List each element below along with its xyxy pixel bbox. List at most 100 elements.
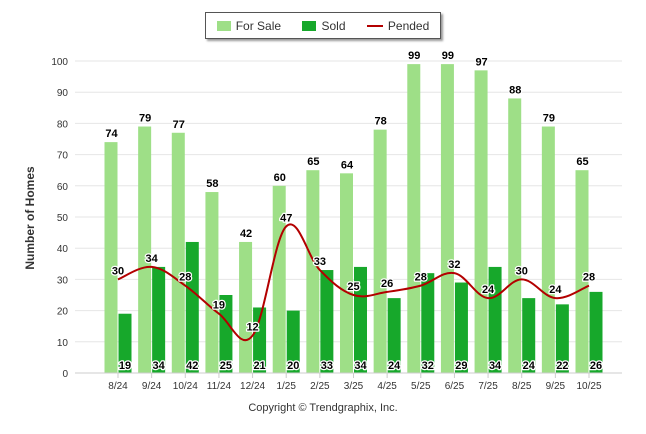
bar-for-sale-8 <box>373 129 387 373</box>
label-pended-0: 30 <box>112 265 124 277</box>
label-sold-3: 25 <box>220 360 232 372</box>
y-tick-label-10: 10 <box>57 338 69 349</box>
bar-sold-11 <box>488 266 502 373</box>
label-sold-11: 34 <box>489 360 502 372</box>
legend: For Sale Sold Pended <box>205 12 441 39</box>
bar-for-sale-3 <box>205 192 219 373</box>
bar-for-sale-9 <box>407 64 421 374</box>
bar-for-sale-0 <box>104 142 118 373</box>
label-sold-10: 29 <box>455 360 467 372</box>
bar-for-sale-6 <box>306 170 320 373</box>
x-tick-label-7: 3/25 <box>344 381 364 392</box>
bar-for-sale-13 <box>541 126 555 374</box>
label-sold-2: 42 <box>186 360 198 372</box>
bar-for-sale-12 <box>508 98 522 373</box>
label-for-sale-8: 78 <box>375 116 387 128</box>
legend-label-for-sale: For Sale <box>235 18 282 33</box>
label-sold-0: 19 <box>119 360 131 372</box>
label-sold-7: 34 <box>354 360 367 372</box>
label-sold-13: 22 <box>556 360 568 372</box>
label-pended-1: 34 <box>146 253 159 265</box>
x-tick-label-2: 10/24 <box>173 381 198 392</box>
label-sold-14: 26 <box>590 360 602 372</box>
x-tick-label-14: 10/25 <box>576 381 601 392</box>
label-sold-1: 34 <box>153 360 166 372</box>
label-for-sale-6: 65 <box>307 156 319 168</box>
y-tick-label-40: 40 <box>57 244 69 255</box>
label-sold-6: 33 <box>321 360 333 372</box>
label-sold-4: 21 <box>253 360 265 372</box>
x-tick-label-5: 1/25 <box>276 381 296 392</box>
y-axis-title: Number of Homes <box>23 166 37 270</box>
x-tick-label-8: 4/25 <box>377 381 397 392</box>
x-tick-label-10: 6/25 <box>445 381 465 392</box>
x-tick-label-13: 9/25 <box>546 381 566 392</box>
bar-for-sale-14 <box>575 170 589 373</box>
label-pended-4: 12 <box>246 322 258 334</box>
bar-sold-13 <box>555 304 569 373</box>
legend-swatch-for-sale <box>216 20 231 31</box>
legend-item-sold[interactable]: Sold <box>302 19 346 33</box>
y-tick-label-100: 100 <box>51 57 68 68</box>
bar-sold-5 <box>286 310 300 373</box>
bar-sold-1 <box>152 266 166 373</box>
bar-sold-6 <box>320 270 334 373</box>
label-pended-9: 28 <box>415 272 427 284</box>
label-pended-8: 26 <box>381 278 393 290</box>
bar-sold-14 <box>589 291 603 373</box>
label-sold-5: 20 <box>287 360 299 372</box>
bar-sold-9 <box>421 273 435 373</box>
label-pended-2: 28 <box>179 272 191 284</box>
x-tick-label-11: 7/25 <box>478 381 498 392</box>
bar-sold-12 <box>522 298 536 373</box>
label-for-sale-5: 60 <box>274 172 286 184</box>
x-tick-label-1: 9/24 <box>142 381 162 392</box>
line-pended <box>117 223 590 342</box>
label-pended-12: 30 <box>516 265 528 277</box>
bar-sold-3 <box>219 295 233 373</box>
y-tick-label-80: 80 <box>57 119 69 130</box>
label-for-sale-12: 88 <box>509 84 521 96</box>
bar-for-sale-4 <box>239 241 253 373</box>
x-tick-label-0: 8/24 <box>108 381 128 392</box>
bar-for-sale-1 <box>138 126 152 374</box>
bar-sold-8 <box>387 298 401 373</box>
bar-for-sale-2 <box>171 132 185 373</box>
y-tick-label-0: 0 <box>62 369 68 380</box>
label-for-sale-4: 42 <box>240 228 252 240</box>
bar-for-sale-11 <box>474 70 488 374</box>
label-pended-6: 33 <box>314 256 326 268</box>
label-for-sale-0: 74 <box>105 128 118 140</box>
label-pended-14: 28 <box>583 272 595 284</box>
label-for-sale-9: 99 <box>408 50 420 62</box>
legend-swatch-pended <box>366 24 383 27</box>
legend-swatch-sold <box>302 20 317 31</box>
bar-sold-2 <box>185 241 199 373</box>
label-sold-12: 24 <box>523 360 536 372</box>
label-for-sale-1: 79 <box>139 113 151 125</box>
label-pended-7: 25 <box>347 281 359 293</box>
x-tick-label-4: 12/24 <box>240 381 265 392</box>
label-pended-11: 24 <box>482 284 495 296</box>
bar-for-sale-7 <box>340 173 353 373</box>
y-tick-label-20: 20 <box>57 307 69 318</box>
copyright-text: Copyright © Trendgraphix, Inc. <box>248 402 398 414</box>
legend-item-for-sale[interactable]: For Sale <box>216 18 282 33</box>
x-tick-label-9: 5/25 <box>411 381 431 392</box>
bar-sold-4 <box>253 307 267 373</box>
x-tick-label-12: 8/25 <box>512 381 532 392</box>
y-tick-label-30: 30 <box>57 275 69 286</box>
legend-item-pended[interactable]: Pended <box>366 19 429 33</box>
bar-sold-0 <box>118 313 132 373</box>
label-for-sale-10: 99 <box>442 50 454 62</box>
label-pended-13: 24 <box>549 284 562 296</box>
y-tick-label-50: 50 <box>57 213 69 224</box>
label-for-sale-11: 97 <box>475 56 487 68</box>
y-tick-label-70: 70 <box>57 151 69 162</box>
label-pended-5: 47 <box>280 212 292 224</box>
label-for-sale-3: 58 <box>206 178 218 190</box>
label-pended-10: 32 <box>448 259 460 271</box>
x-tick-label-3: 11/24 <box>207 381 232 392</box>
bar-sold-7 <box>354 266 367 373</box>
